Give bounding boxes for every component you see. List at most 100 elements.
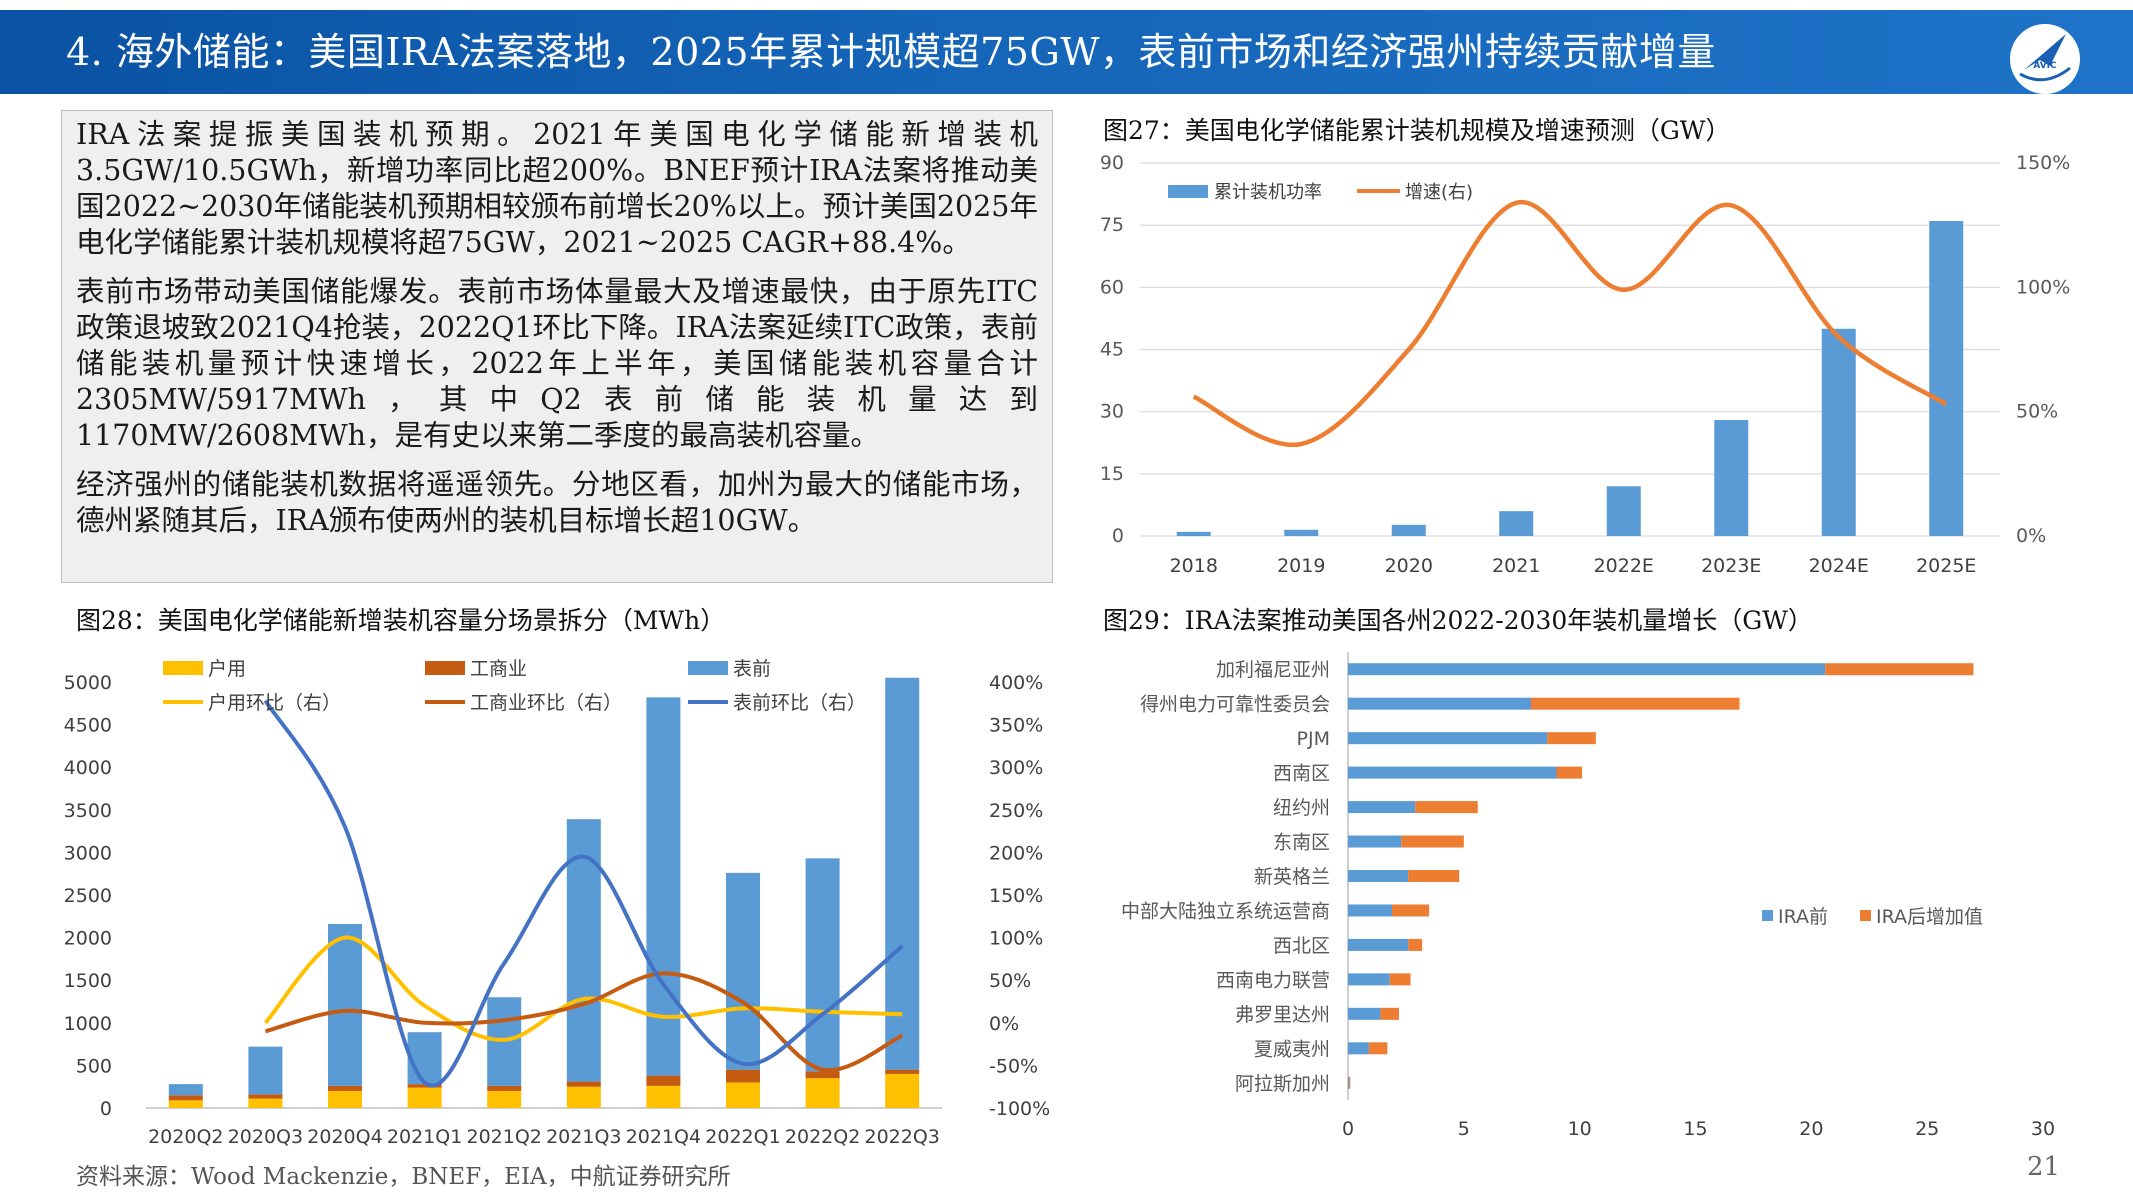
- summary-paragraph-1: IRA法案提振美国装机预期。2021年美国电化学储能新增装机3.5GW/10.5…: [76, 118, 1038, 259]
- fig27-x-tick-label: 2023E: [1701, 555, 1761, 577]
- logo-text: AVIC: [2033, 61, 2057, 71]
- fig28-bar-segment: [487, 997, 522, 1086]
- avic-logo: AVIC: [2010, 24, 2080, 94]
- fig27-y-tick-label: 0: [1112, 525, 1124, 547]
- fig28-bar-segment: [805, 1071, 840, 1079]
- fig29-bar-segment: [1348, 663, 1826, 676]
- fig28-bar-segment: [248, 1098, 283, 1108]
- fig29-x-tick-label: 15: [1683, 1118, 1707, 1140]
- fig28-series-line: [263, 935, 903, 1042]
- fig27-bar: [1714, 419, 1749, 536]
- fig29-bar-segment: [1380, 1007, 1399, 1020]
- fig29-bar-segment: [1401, 835, 1464, 848]
- fig28-bar-segment: [248, 1094, 283, 1099]
- fig29-category-label: 西南电力联营: [1216, 969, 1330, 991]
- fig28-legend-bar-swatch: [688, 661, 728, 675]
- fig29-category-label: 西南区: [1273, 763, 1330, 785]
- fig28-bar-segment: [885, 1069, 920, 1074]
- fig29-bar-segment: [1389, 973, 1411, 986]
- fig28-y2-tick-label: 50%: [989, 970, 1031, 992]
- fig29-bar-segment: [1531, 697, 1740, 710]
- fig29-bar-segment: [1348, 835, 1402, 848]
- fig28-y2-tick-label: 200%: [989, 842, 1043, 864]
- fig27-y2-tick-label: 100%: [2016, 276, 2070, 298]
- fig28-bar-segment: [328, 1090, 362, 1108]
- fig29-category-label: 夏威夷州: [1254, 1038, 1330, 1060]
- fig27-bar: [1391, 524, 1426, 536]
- fig27-y-tick-label: 15: [1100, 463, 1124, 485]
- fig29-bar-segment: [1408, 938, 1423, 951]
- fig28-y-tick-label: 3000: [64, 842, 112, 864]
- fig29-bar-segment: [1348, 1076, 1350, 1089]
- fig28-bar-segment: [328, 1085, 362, 1091]
- fig28-y-tick-label: 4000: [64, 757, 112, 779]
- fig27-growth-line: [1192, 199, 1948, 448]
- fig28-legend-bar-label: 户用: [208, 658, 246, 680]
- fig28-y-tick-label: 1500: [64, 970, 112, 992]
- fig28-series-line: [264, 971, 904, 1073]
- fig28-bar-segment: [168, 1100, 203, 1108]
- fig28-y2-tick-label: 400%: [989, 672, 1043, 694]
- fig29-category-label: 西北区: [1273, 935, 1330, 957]
- fig28-x-tick-label: 2021Q1: [387, 1126, 462, 1148]
- fig28-x-tick-label: 2022Q1: [705, 1126, 780, 1148]
- fig29-bar-segment: [1392, 904, 1430, 917]
- fig28-y-tick-label: 5000: [64, 672, 112, 694]
- header-banner: 4. 海外储能：美国IRA法案落地，2025年累计规模超75GW，表前市场和经济…: [0, 10, 2133, 94]
- fig29-bar-segment: [1547, 732, 1596, 745]
- summary-paragraph-2: 表前市场带动美国储能爆发。表前市场体量最大及增速最快，由于原先ITC政策退坡致2…: [76, 275, 1038, 452]
- fig29-bar-segment: [1348, 766, 1557, 779]
- fig29-title: 图29：IRA法案推动美国各州2022-2030年装机量增长（GW）: [1103, 606, 1813, 635]
- fig27-y-tick-label: 90: [1100, 152, 1124, 174]
- fig28-bar-segment: [487, 1090, 522, 1108]
- fig28-y2-tick-label: 100%: [989, 928, 1043, 950]
- fig28-y2-tick-label: 250%: [989, 800, 1043, 822]
- fig28-y2-tick-label: 150%: [989, 885, 1043, 907]
- fig29-bar-segment: [1348, 1007, 1381, 1020]
- fig28-bar-segment: [726, 872, 760, 1070]
- fig29-category-label: 中部大陆独立系统运营商: [1121, 900, 1330, 922]
- fig27-x-tick-label: 2019: [1277, 555, 1325, 577]
- fig28-bar-segment: [487, 1085, 522, 1091]
- fig28-legend-line-label: 户用环比（右）: [208, 692, 341, 714]
- fig28-y2-tick-label: -100%: [989, 1098, 1050, 1120]
- fig28-y2-tick-label: -50%: [989, 1055, 1038, 1077]
- fig29-bar-segment: [1348, 938, 1409, 951]
- fig27-x-tick-label: 2021: [1492, 555, 1540, 577]
- fig28-bar-segment: [407, 1087, 442, 1108]
- fig29-bar-segment: [1825, 663, 1974, 676]
- fig27-bar: [1284, 529, 1319, 536]
- fig27-bar: [1929, 221, 1964, 536]
- fig28-bar-segment: [168, 1095, 203, 1101]
- page-number: 21: [2027, 1152, 2061, 1182]
- fig28-x-tick-label: 2021Q2: [466, 1126, 541, 1148]
- fig29-legend-label: IRA后增加值: [1876, 906, 1983, 928]
- fig29-category-label: 弗罗里达州: [1235, 1004, 1330, 1026]
- fig28-series-line: [263, 699, 904, 1088]
- fig28-bar-segment: [328, 923, 362, 1086]
- fig27-bar: [1176, 531, 1211, 536]
- fig28-x-tick-label: 2020Q2: [148, 1126, 223, 1148]
- fig28-bar-segment: [805, 858, 840, 1072]
- fig29-bar-segment: [1349, 1076, 1351, 1089]
- fig28-y-tick-label: 2500: [64, 885, 112, 907]
- fig28-x-tick-label: 2021Q4: [626, 1126, 701, 1148]
- fig29-category-label: PJM: [1297, 728, 1330, 750]
- fig27-legend-bar-label: 累计装机功率: [1214, 182, 1322, 203]
- fig27-y-tick-label: 75: [1100, 214, 1124, 236]
- fig28-title: 图28：美国电化学储能新增装机容量分场景拆分（MWh）: [76, 606, 726, 635]
- fig27-x-tick-label: 2024E: [1809, 555, 1869, 577]
- fig28-x-tick-label: 2020Q4: [307, 1126, 382, 1148]
- fig27-x-tick-label: 2025E: [1916, 555, 1976, 577]
- page-title: 4. 海外储能：美国IRA法案落地，2025年累计规模超75GW，表前市场和经济…: [66, 30, 1716, 74]
- fig28-y-tick-label: 2000: [64, 928, 112, 950]
- fig29-category-label: 新英格兰: [1254, 866, 1330, 888]
- fig28-legend-line-label: 工商业环比（右）: [470, 692, 622, 714]
- fig29-bar-segment: [1415, 801, 1478, 814]
- fig27-bar: [1821, 328, 1856, 536]
- fig27-x-tick-label: 2018: [1170, 555, 1218, 577]
- fig27-x-tick-label: 2022E: [1594, 555, 1654, 577]
- fig28-x-tick-label: 2022Q2: [785, 1126, 860, 1148]
- fig29-category-label: 得州电力可靠性委员会: [1140, 694, 1330, 716]
- fig28-bar-segment: [407, 1032, 442, 1085]
